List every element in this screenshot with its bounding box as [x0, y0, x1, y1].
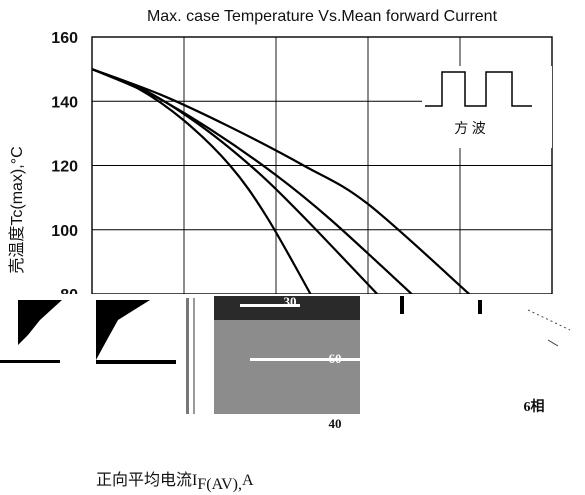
chart-title: Max. case Temperature Vs.Mean forward Cu…: [147, 8, 498, 25]
y-tick-label: 160: [51, 30, 78, 47]
curve-label: 40: [329, 416, 342, 431]
curve-labels: 30 60 40 6相: [284, 294, 545, 431]
y-tick-label: 120: [51, 159, 78, 176]
curve-label: 6相: [524, 398, 545, 415]
series-line-1: [91, 68, 312, 295]
series-line-4: [91, 68, 470, 295]
artifact-gray-band: [214, 320, 360, 414]
square-wave-inset: 方 波: [422, 66, 552, 148]
y-tick-labels: 16014012010080: [51, 30, 78, 304]
square-wave-icon: [425, 71, 532, 107]
series-curves: [91, 68, 470, 295]
curve-label: 30: [284, 294, 297, 309]
artifact-region: [0, 294, 585, 414]
y-axis-label: 壳温度Tc(max),°C: [8, 146, 26, 273]
inset-background: [422, 66, 552, 148]
x-axis-label: 正向平均电流IF(AV),A: [96, 471, 254, 493]
y-tick-label: 100: [51, 223, 78, 240]
series-line-3: [91, 68, 413, 295]
y-tick-label: 140: [51, 94, 78, 111]
artifact-dark-band: [214, 296, 360, 320]
inset-label: 方 波: [454, 121, 486, 137]
artifact-block: [96, 300, 150, 360]
artifact-block: [18, 300, 62, 345]
curve-label: 60: [329, 351, 342, 366]
